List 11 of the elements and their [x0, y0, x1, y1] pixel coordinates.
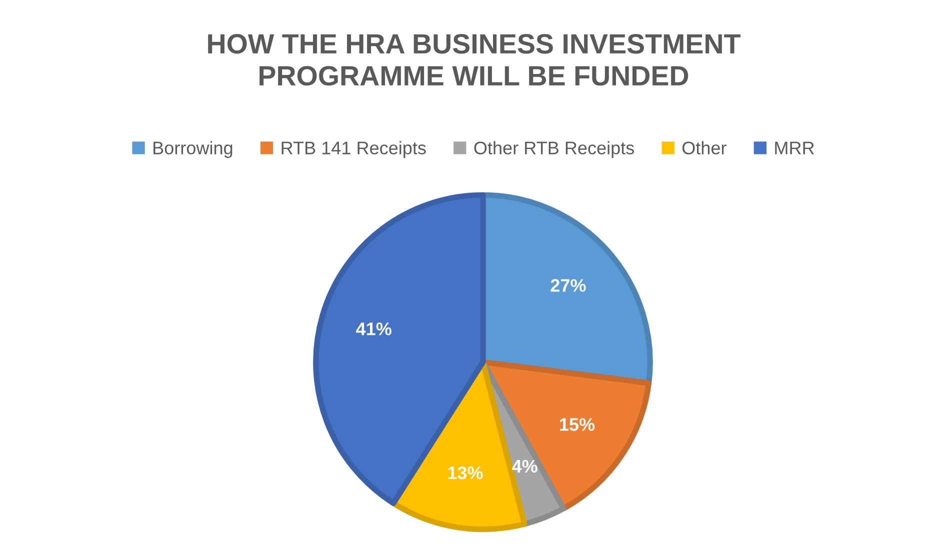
legend-label: MRR [775, 142, 814, 154]
data-label: 27% [550, 279, 586, 292]
legend-label: Borrowing [154, 141, 232, 158]
legend-label: Other RTB Receipts [474, 141, 634, 158]
chart-title: HOW THE HRA BUSINESS INVESTMENT PROGRAMME WILL BE FUNDED [208, 34, 740, 86]
legend-label: Other [682, 141, 726, 154]
data-label: 4% [512, 460, 538, 473]
legend-label: RTB 141 Receipts [282, 141, 426, 158]
data-label: 15% [560, 418, 595, 431]
data-label: 41% [356, 322, 392, 336]
data-label: 13% [448, 466, 483, 480]
